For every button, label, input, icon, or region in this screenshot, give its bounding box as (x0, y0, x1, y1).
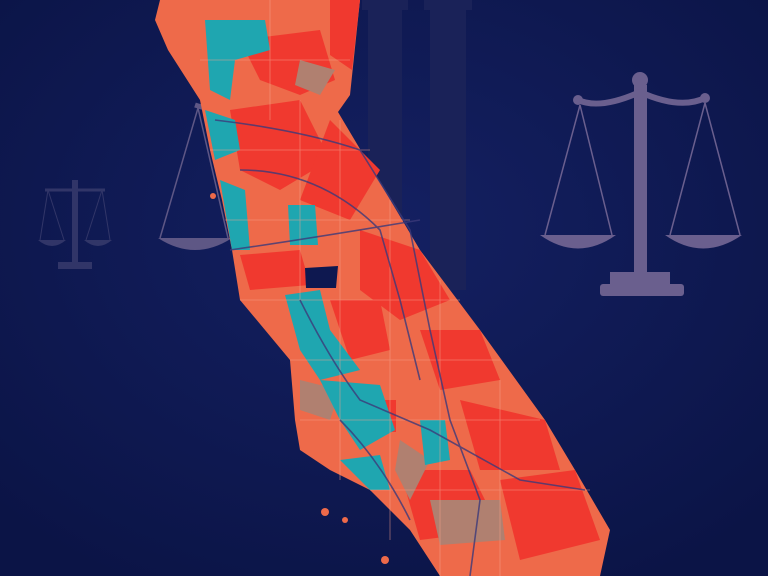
county (295, 60, 335, 95)
county (205, 20, 270, 100)
pillar-cap (424, 0, 472, 10)
county (360, 230, 450, 320)
county (420, 420, 450, 465)
county (395, 440, 430, 500)
county (288, 205, 318, 245)
teal-counties (205, 20, 450, 490)
dark-county (305, 266, 338, 288)
pillars (362, 0, 472, 290)
islands (210, 193, 389, 564)
pillar (430, 0, 466, 290)
county (430, 500, 505, 545)
county-borders (200, 0, 590, 576)
scale-large (540, 72, 742, 296)
county (320, 380, 395, 450)
pillar-cap (362, 0, 408, 10)
county (285, 290, 360, 380)
county (230, 100, 330, 190)
county (460, 400, 560, 470)
county (220, 180, 250, 250)
county (240, 250, 310, 290)
county (330, 300, 390, 360)
california-map (155, 0, 610, 576)
county (500, 470, 600, 560)
county (330, 0, 360, 70)
scale-small (38, 180, 112, 269)
mixed-counties (295, 60, 505, 545)
roads (214, 119, 586, 576)
